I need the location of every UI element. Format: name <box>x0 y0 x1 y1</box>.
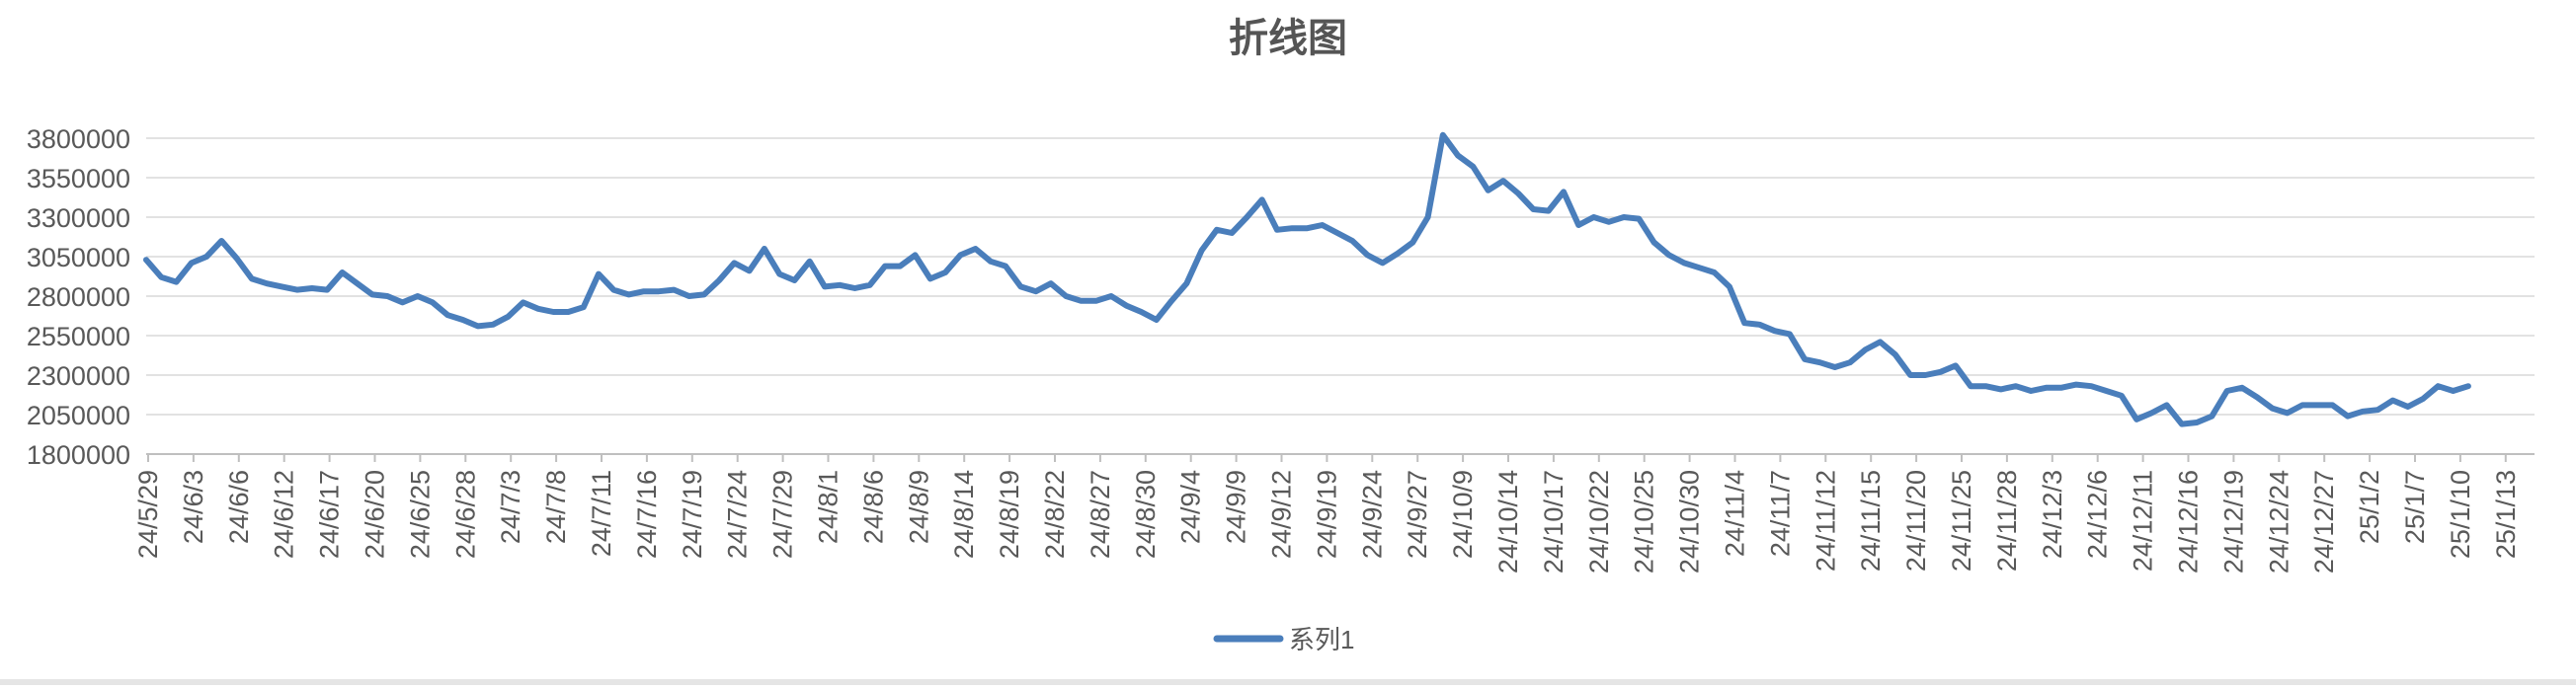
x-tick-label: 24/12/19 <box>2218 470 2248 574</box>
chart-title: 折线图 <box>1229 17 1347 60</box>
x-tick-label: 24/6/3 <box>179 470 208 544</box>
legend-label-series-1: 系列1 <box>1289 625 1354 654</box>
x-tick-label: 24/7/8 <box>541 470 571 544</box>
bottom-border <box>0 679 2576 685</box>
x-tick-label: 24/11/28 <box>1992 470 2022 572</box>
x-tick-label: 24/10/30 <box>1675 470 1705 574</box>
x-tick-label: 24/8/9 <box>904 470 933 544</box>
x-tick-label: 24/12/16 <box>2174 470 2204 574</box>
x-tick-label: 24/11/25 <box>1947 470 1976 572</box>
gridlines <box>146 137 2535 455</box>
x-tick-label: 24/5/29 <box>133 470 163 559</box>
x-tick-label: 25/1/10 <box>2446 470 2475 559</box>
x-tick-label: 24/8/1 <box>814 470 844 544</box>
series-line-series-1 <box>143 131 2471 427</box>
x-tick-label: 24/6/25 <box>405 470 435 559</box>
x-tick-label: 25/1/7 <box>2400 470 2430 544</box>
x-tick-label: 24/9/24 <box>1357 470 1387 559</box>
y-tick-label: 2800000 <box>27 282 130 312</box>
x-tick-label: 24/8/6 <box>858 470 888 544</box>
x-tick-label: 24/11/20 <box>1901 470 1931 572</box>
x-tick-label: 24/8/14 <box>949 470 979 559</box>
y-tick-label: 2300000 <box>27 361 130 391</box>
x-tick-label: 24/8/22 <box>1040 470 1070 559</box>
y-tick-label: 2050000 <box>27 401 130 430</box>
x-tick-label: 24/12/11 <box>2129 470 2158 572</box>
x-tick-label: 24/6/12 <box>270 470 299 559</box>
x-tick-label: 24/7/11 <box>587 470 616 557</box>
y-axis: 1800000 2050000 2300000 2550000 2800000 30500… <box>27 124 130 470</box>
x-tick-label: 24/11/7 <box>1765 470 1795 557</box>
series-layer <box>143 131 2471 427</box>
x-tick-label: 24/8/30 <box>1131 470 1161 559</box>
x-tick-label: 25/1/13 <box>2491 470 2521 559</box>
x-tick-label: 25/1/2 <box>2355 470 2384 544</box>
x-tick-label: 24/10/9 <box>1448 470 1478 559</box>
x-tick-label: 24/8/19 <box>995 470 1024 559</box>
x-tick-label: 24/9/12 <box>1267 470 1297 559</box>
x-tick-label: 24/7/3 <box>496 470 525 544</box>
x-tick-label: 24/8/27 <box>1086 470 1115 559</box>
x-tick-label: 24/6/20 <box>361 470 390 559</box>
x-tick-label: 24/9/27 <box>1403 470 1432 559</box>
x-tick-label: 24/11/12 <box>1811 470 1840 572</box>
x-tick-label: 24/7/29 <box>768 470 798 559</box>
x-tick-label: 24/7/16 <box>632 470 662 559</box>
x-tick-label: 24/12/27 <box>2309 470 2339 574</box>
x-tick-label: 24/12/6 <box>2083 470 2113 559</box>
x-tick-label: 24/10/14 <box>1493 470 1523 574</box>
x-tick-label: 24/7/24 <box>723 470 753 559</box>
y-tick-label: 3550000 <box>27 164 130 193</box>
y-tick-label: 2550000 <box>27 322 130 351</box>
x-tick-label: 24/10/22 <box>1584 470 1614 574</box>
y-tick-label: 1800000 <box>27 440 130 470</box>
x-tick-label: 24/9/19 <box>1312 470 1341 559</box>
x-tick-label: 24/11/15 <box>1856 470 1886 572</box>
x-tick-label: 24/10/25 <box>1630 470 1659 574</box>
y-tick-label: 3050000 <box>27 243 130 272</box>
x-tick-label: 24/9/4 <box>1176 470 1206 544</box>
y-tick-label: 3300000 <box>27 203 130 233</box>
x-tick-label: 24/6/28 <box>450 470 480 559</box>
x-tick-label: 24/6/17 <box>315 470 345 559</box>
x-axis: 24/5/29 24/6/3 24/6/6 24/6/12 24/6/17 24/6/20… <box>133 454 2521 574</box>
legend: 系列1 <box>1213 625 1354 654</box>
x-tick-label: 24/12/3 <box>2038 470 2067 559</box>
y-tick-label: 3800000 <box>27 124 130 154</box>
x-tick-label: 24/9/9 <box>1222 470 1251 544</box>
x-tick-label: 24/7/19 <box>678 470 707 559</box>
x-tick-label: 24/6/6 <box>224 470 254 544</box>
x-tick-label: 24/11/4 <box>1721 470 1750 557</box>
x-tick-label: 24/12/24 <box>2264 470 2294 574</box>
x-tick-label: 24/10/17 <box>1539 470 1569 574</box>
